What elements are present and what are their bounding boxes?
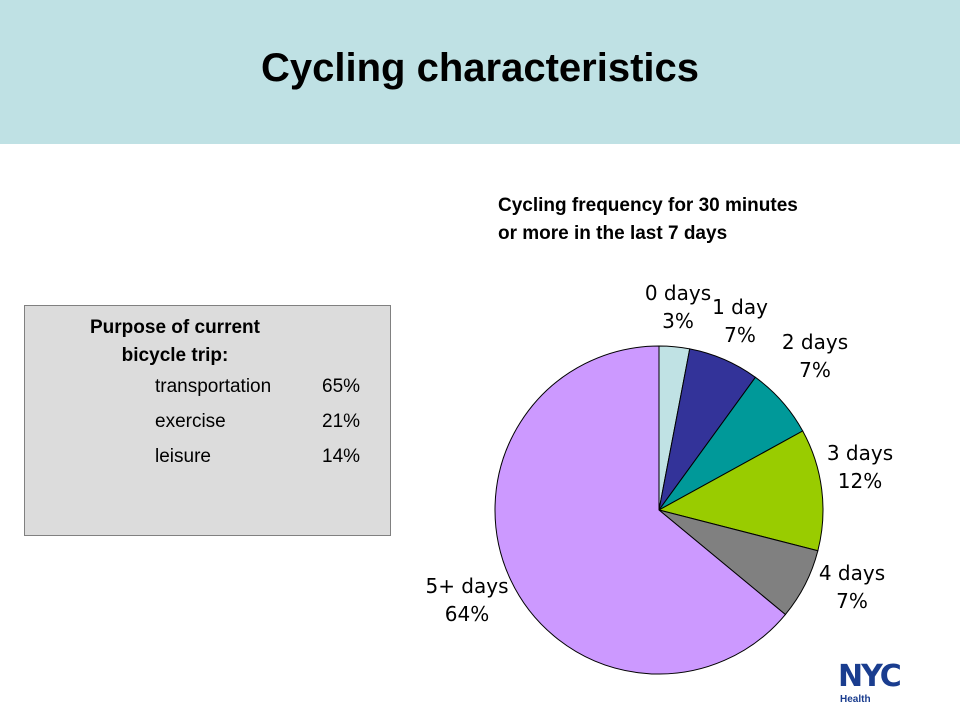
title-banner bbox=[0, 0, 960, 144]
nyc-health-logo: NYC Health bbox=[838, 662, 914, 710]
chart-title-line-1: Cycling frequency for 30 minutes bbox=[498, 195, 798, 216]
slice-category-label: 4 days bbox=[819, 561, 885, 585]
pie-slice-5-days bbox=[494, 345, 787, 675]
purpose-label: exercise bbox=[155, 411, 226, 432]
purpose-value: 14% bbox=[322, 446, 361, 467]
purpose-label: leisure bbox=[155, 446, 211, 467]
purpose-heading-line-1: Purpose of current bbox=[90, 317, 260, 338]
slide-title: Cycling characteristics bbox=[261, 46, 699, 90]
purpose-label: transportation bbox=[155, 376, 272, 397]
pie-slice-3-days bbox=[657, 430, 824, 552]
slice-value-label: 12% bbox=[838, 469, 882, 493]
slice-category-label: 3 days bbox=[827, 441, 893, 465]
slice-value-label: 7% bbox=[799, 358, 831, 382]
slice-value-label: 3% bbox=[662, 309, 694, 333]
purpose-value: 21% bbox=[322, 411, 361, 432]
slice-category-label: 0 days bbox=[645, 281, 711, 305]
chart-title-line-2: or more in the last 7 days bbox=[498, 223, 728, 244]
logo-subtext: Health bbox=[840, 694, 871, 705]
purpose-box: Purpose of current bicycle trip: transpo… bbox=[24, 305, 391, 536]
chart-title: Cycling frequency for 30 minutes or more… bbox=[498, 192, 898, 248]
slice-category-label: 1 day bbox=[712, 295, 768, 319]
purpose-value: 65% bbox=[322, 376, 361, 397]
logo-text: NYC bbox=[838, 659, 902, 694]
slice-value-label: 64% bbox=[445, 602, 489, 626]
slice-value-label: 7% bbox=[836, 589, 868, 613]
slice-category-label: 2 days bbox=[782, 330, 848, 354]
purpose-heading-line-2: bicycle trip: bbox=[121, 345, 229, 366]
purpose-heading: Purpose of current bicycle trip: bbox=[25, 314, 325, 370]
slice-value-label: 7% bbox=[724, 323, 756, 347]
slice-category-label: 5+ days bbox=[425, 574, 508, 598]
